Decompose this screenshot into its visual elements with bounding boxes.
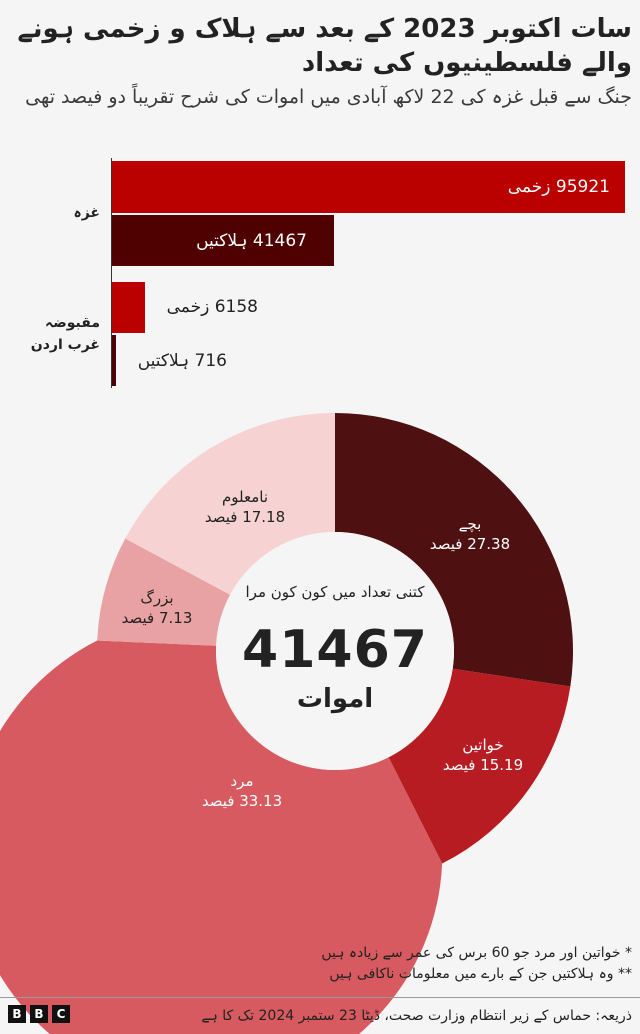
bar-westbank-killed xyxy=(112,335,116,386)
donut-center-total: 41467 xyxy=(242,620,428,680)
bar-westbank-injured xyxy=(112,282,145,333)
source-note: ذریعہ: حماس کے زیر انتظام وزارت صحت، ڈیٹ… xyxy=(201,1008,632,1024)
segment-name: بچے xyxy=(458,515,482,533)
segment-value: 17.18 فیصد xyxy=(204,508,286,526)
bbc-logo-letter: C xyxy=(52,1005,70,1023)
segment-label-unknown: نامعلوم 17.18 فیصد xyxy=(205,487,285,527)
segment-name: نامعلوم xyxy=(221,488,269,506)
segment-label-children: بچے 27.38 فیصد xyxy=(430,514,510,554)
bar-gaza-killed xyxy=(112,215,334,266)
segment-label-women: خواتین 15.19 فیصد xyxy=(443,735,523,775)
bar-axis-line xyxy=(111,158,112,388)
segment-label-elderly: بزرگ 7.13 فیصد xyxy=(122,588,193,628)
bbc-logo-letter: B xyxy=(8,1005,26,1023)
bar-label-westbank-killed: 716 ہلاکتیں xyxy=(137,351,227,371)
donut-segment-men xyxy=(0,640,443,1034)
segment-value: 33.13 فیصد xyxy=(201,792,283,810)
category-label-westbank: مقبوضہ غرب اردن xyxy=(31,312,100,356)
segment-label-men: مرد 33.13 فیصد xyxy=(202,771,282,811)
bar-label-westbank-injured: 6158 زخمی xyxy=(166,297,258,317)
donut-segment-children xyxy=(335,413,573,687)
bar-label-gaza-killed: 41467 ہلاکتیں xyxy=(196,231,307,251)
segment-value: 7.13 فیصد xyxy=(121,609,193,627)
footnote-unknown: ** وہ ہلاکتیں جن کے بارے میں معلومات ناک… xyxy=(329,966,632,982)
chart-title: سات اکتوبر 2023 کے بعد سے ہلاک و زخمی ہو… xyxy=(17,14,632,78)
donut-segment-women xyxy=(388,668,571,864)
bar-gaza-injured xyxy=(112,161,625,213)
segment-name: خواتین xyxy=(462,736,504,754)
category-label-gaza: غزہ xyxy=(73,205,100,221)
donut-hole xyxy=(216,532,454,770)
segment-value: 27.38 فیصد xyxy=(429,535,511,553)
bbc-logo-letter: B xyxy=(30,1005,48,1023)
chart-subtitle: جنگ سے قبل غزہ کی 22 لاکھ آبادی میں اموا… xyxy=(25,86,632,108)
category-label-westbank-line1: مقبوضہ xyxy=(45,315,100,331)
footnote-elderly: * خواتین اور مرد جو 60 برس کی عمر سے زیا… xyxy=(321,945,632,961)
donut-segment-elderly xyxy=(97,538,231,646)
donut-center-question: کتنی تعداد میں کون کون مرا xyxy=(245,583,425,601)
bbc-logo: B B C xyxy=(8,1005,70,1023)
footer-divider xyxy=(0,997,640,998)
segment-name: مرد xyxy=(230,772,254,790)
segment-value: 15.19 فیصد xyxy=(442,756,524,774)
donut-segment-unknown xyxy=(125,413,336,595)
category-label-westbank-line2: غرب اردن xyxy=(30,337,100,353)
bar-label-gaza-injured: 95921 زخمی xyxy=(507,177,610,197)
donut-center-unit: اموات xyxy=(296,684,374,714)
segment-name: بزرگ xyxy=(140,589,174,607)
